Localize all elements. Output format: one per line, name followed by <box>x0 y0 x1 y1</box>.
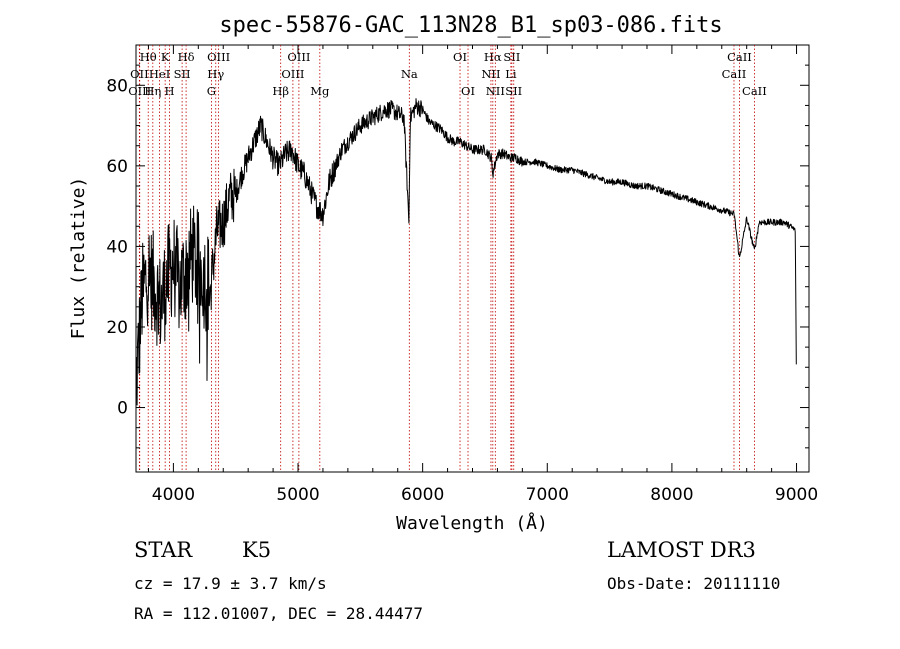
y-tick-label: 20 <box>106 318 128 338</box>
line-marker-label: Hγ <box>207 67 224 81</box>
observation-date: Obs-Date: 20111110 <box>607 574 781 593</box>
line-marker-label: OIII <box>287 50 310 64</box>
survey-name: LAMOST DR3 <box>607 538 756 562</box>
line-marker-label: OI <box>461 84 475 98</box>
line-marker-label: Li <box>505 67 517 81</box>
line-marker-label: H <box>165 84 175 98</box>
x-tick-label: 4000 <box>152 485 195 505</box>
line-marker-label: Na <box>401 67 418 81</box>
x-axis-label: Wavelength (Å) <box>396 512 548 534</box>
line-marker-label: CaII <box>722 67 747 81</box>
line-marker-label: SII <box>505 84 522 98</box>
line-marker-label: K <box>161 50 170 64</box>
line-marker-label: Mg <box>310 84 330 98</box>
x-tick-label: 7000 <box>526 485 569 505</box>
line-marker-label: NII <box>486 84 505 98</box>
line-marker-label: OIII <box>128 84 151 98</box>
line-marker-label: Hα <box>484 50 502 64</box>
line-marker-label: Hθ <box>140 50 157 64</box>
coordinates: RA = 112.01007, DEC = 28.44477 <box>134 604 423 623</box>
line-marker-label: NII <box>481 67 500 81</box>
y-tick-label: 40 <box>106 237 128 257</box>
x-tick-label: 6000 <box>401 485 444 505</box>
line-marker-label: HeI <box>149 67 170 81</box>
y-axis: 0 20 40 60 80 <box>106 64 809 449</box>
x-tick-label: 5000 <box>276 485 319 505</box>
line-marker-label: Hβ <box>272 84 289 98</box>
y-tick-label: 60 <box>106 157 128 177</box>
line-marker-label: SII <box>503 50 520 64</box>
spectrum-trace <box>135 98 797 406</box>
line-marker-label: G <box>207 84 216 98</box>
line-marker-label: Hη <box>144 84 161 98</box>
x-tick-label: 9000 <box>775 485 818 505</box>
chart-title: spec-55876-GAC_113N28_B1_sp03-086.fits <box>219 13 722 38</box>
redshift-velocity: cz = 17.9 ± 3.7 km/s <box>134 574 327 593</box>
y-tick-label: 0 <box>117 399 128 419</box>
y-axis-label: Flux (relative) <box>68 177 89 340</box>
line-marker-label: CaII <box>742 84 767 98</box>
line-marker-label: OI <box>453 50 467 64</box>
line-marker-label: OIII <box>281 67 304 81</box>
x-axis: 4000 5000 6000 7000 8000 9000 <box>147 45 818 505</box>
spectrum-line <box>135 98 797 406</box>
plot-frame <box>135 44 810 473</box>
y-tick-label: 80 <box>106 76 128 96</box>
line-marker-label: Hδ <box>178 50 195 64</box>
object-type: STAR <box>134 538 193 562</box>
line-marker-label: CaII <box>727 50 752 64</box>
line-marker-label: OIII <box>207 50 230 64</box>
spectral-subclass: K5 <box>242 538 272 562</box>
line-marker-label: SII <box>174 67 191 81</box>
x-tick-label: 8000 <box>650 485 693 505</box>
